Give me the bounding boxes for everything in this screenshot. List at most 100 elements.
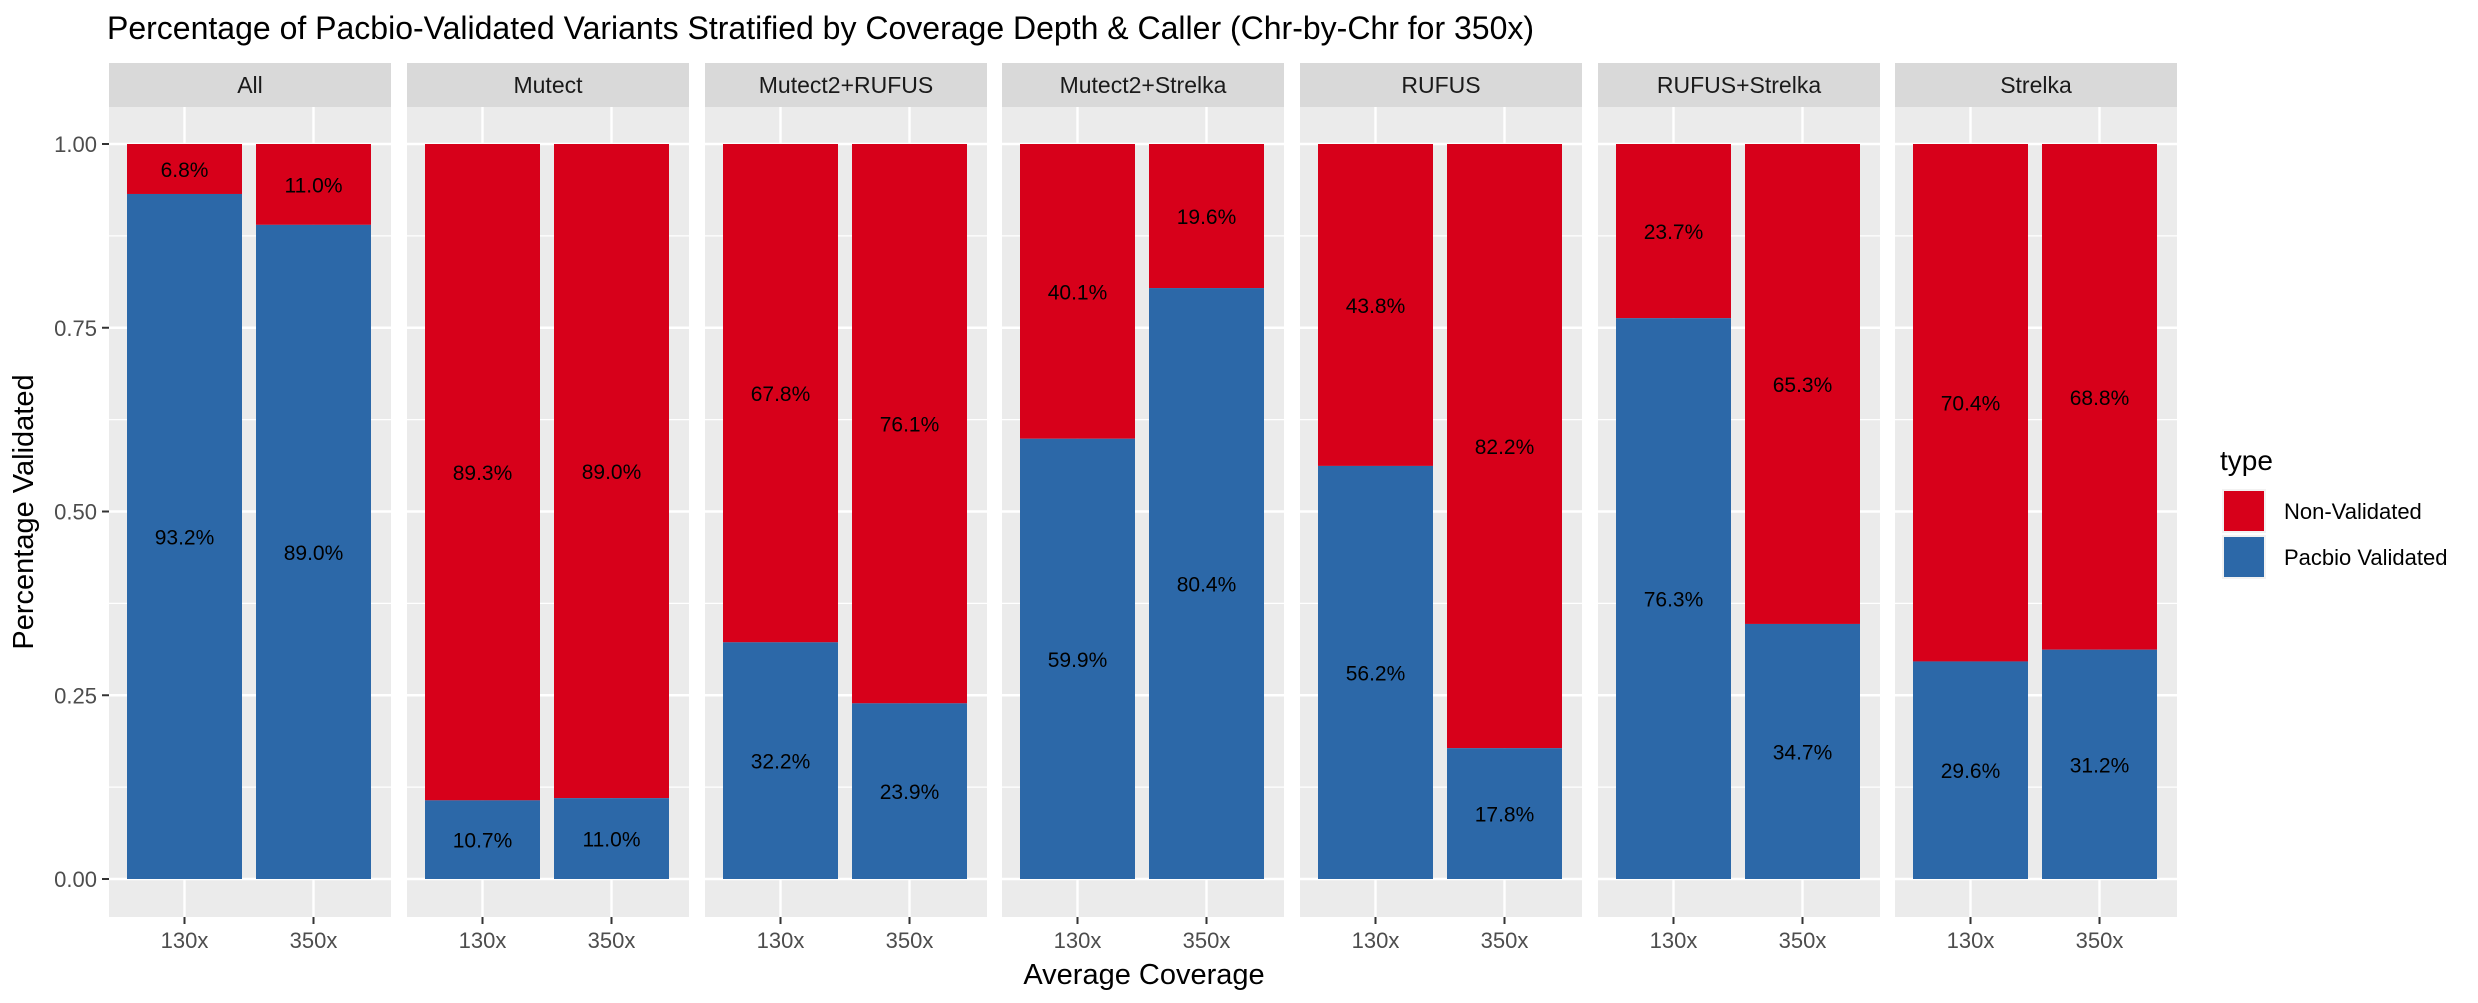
data-label-validated: 80.4%	[1177, 574, 1237, 597]
x-axis-label: Average Coverage	[1023, 959, 1264, 991]
bar-pacbio-validated	[127, 193, 242, 880]
data-label-validated: 29.6%	[1941, 760, 2001, 783]
facet-strip-label: RUFUS+Strelka	[1657, 72, 1821, 98]
x-tick-label: 350x	[886, 928, 934, 953]
data-label-validated: 59.9%	[1048, 649, 1108, 672]
facet-strip-label: RUFUS	[1401, 72, 1480, 98]
data-label-validated: 89.0%	[284, 542, 344, 565]
bar-non-validated	[1745, 144, 1860, 624]
bar-pacbio-validated	[1913, 661, 2028, 879]
y-tick-label: 0.00	[54, 867, 97, 892]
bar-pacbio-validated	[1020, 438, 1135, 879]
data-label-validated: 23.9%	[880, 781, 940, 804]
bar-non-validated	[554, 144, 669, 799]
y-tick-label: 1.00	[54, 132, 97, 157]
facet-panels: All 6.8% 93.2% 130x 11.0% 89.0% 350x Mutect 89.3…	[109, 63, 2177, 953]
x-tick-label: 130x	[1947, 928, 1995, 953]
data-label-non-validated: 82.2%	[1475, 436, 1535, 459]
x-tick-label: 350x	[1779, 928, 1827, 953]
legend-swatch	[2224, 491, 2264, 531]
facet-rufus: RUFUS 43.8% 56.2% 130x 82.2% 17.8% 350x	[1300, 63, 1582, 953]
y-tick-label: 0.25	[54, 683, 97, 708]
facet-strip-label: All	[237, 72, 263, 98]
bar-non-validated	[1616, 144, 1731, 319]
bar-pacbio-validated	[1745, 623, 1860, 879]
bar-non-validated	[852, 144, 967, 704]
legend-title: type	[2220, 445, 2273, 476]
bar-non-validated	[425, 144, 540, 801]
x-tick-label: 350x	[2076, 928, 2124, 953]
chart-title: Percentage of Pacbio-Validated Variants …	[107, 10, 1534, 46]
facet-strip-label: Mutect	[513, 72, 583, 98]
bar-pacbio-validated	[554, 798, 669, 879]
facet-strelka: Strelka 70.4% 29.6% 130x 68.8% 31.2% 350x	[1895, 63, 2177, 953]
bar-non-validated	[723, 144, 838, 643]
data-label-validated: 56.2%	[1346, 662, 1406, 685]
data-label-non-validated: 6.8%	[161, 159, 209, 182]
data-label-validated: 93.2%	[155, 526, 215, 549]
data-label-non-validated: 67.8%	[751, 383, 811, 406]
x-tick-label: 130x	[161, 928, 209, 953]
legend: type Non-Validated Pacbio Validated	[2220, 445, 2448, 579]
data-label-non-validated: 23.7%	[1644, 221, 1704, 244]
x-tick-label: 350x	[1481, 928, 1529, 953]
data-label-non-validated: 40.1%	[1048, 281, 1108, 304]
y-tick-label: 0.50	[54, 500, 97, 525]
bar-pacbio-validated	[2042, 649, 2157, 879]
data-label-validated: 31.2%	[2070, 754, 2130, 777]
data-label-non-validated: 65.3%	[1773, 374, 1833, 397]
facet-mutect: Mutect 89.3% 10.7% 130x 89.0% 11.0% 350x	[407, 63, 689, 953]
data-label-non-validated: 68.8%	[2070, 387, 2130, 410]
x-tick-label: 350x	[290, 928, 338, 953]
data-label-validated: 32.2%	[751, 751, 811, 774]
bar-pacbio-validated	[1616, 318, 1731, 879]
bar-non-validated	[2042, 144, 2157, 650]
data-label-non-validated: 70.4%	[1941, 393, 2001, 416]
legend-entry-label: Non-Validated	[2284, 499, 2422, 524]
facet-mutect2-rufus: Mutect2+RUFUS 67.8% 32.2% 130x 76.1% 23.9% 350…	[705, 63, 987, 953]
bar-pacbio-validated	[256, 224, 371, 880]
x-tick-label: 350x	[1183, 928, 1231, 953]
x-tick-label: 350x	[588, 928, 636, 953]
x-tick-label: 130x	[1352, 928, 1400, 953]
data-label-validated: 34.7%	[1773, 741, 1833, 764]
x-tick-label: 130x	[1650, 928, 1698, 953]
bar-non-validated	[1149, 144, 1264, 289]
x-tick-label: 130x	[757, 928, 805, 953]
bar-pacbio-validated	[1149, 288, 1264, 879]
data-label-non-validated: 19.6%	[1177, 206, 1237, 229]
bar-non-validated	[127, 144, 242, 194]
bar-pacbio-validated	[1447, 748, 1562, 879]
data-label-non-validated: 43.8%	[1346, 295, 1406, 318]
data-label-non-validated: 11.0%	[285, 174, 343, 197]
facet-strip	[705, 63, 987, 107]
y-axis: 0.00 0.25 0.50 0.75 1.00	[54, 132, 109, 892]
facet-strip-label: Strelka	[2000, 72, 2072, 98]
facet-strip-label: Mutect2+RUFUS	[759, 72, 933, 98]
facet-strip	[1300, 63, 1582, 107]
bar-pacbio-validated	[852, 703, 967, 879]
facet-strip	[1598, 63, 1880, 107]
bar-non-validated	[1318, 144, 1433, 466]
bar-non-validated	[1447, 144, 1562, 749]
data-label-non-validated: 89.0%	[582, 461, 642, 484]
legend-entry-label: Pacbio Validated	[2284, 545, 2448, 570]
bar-non-validated	[1020, 144, 1135, 439]
bar-pacbio-validated	[1318, 465, 1433, 879]
facet-strip	[109, 63, 391, 107]
facet-rufus-strelka: RUFUS+Strelka 23.7% 76.3% 130x 65.3% 34.7% 350…	[1598, 63, 1880, 953]
data-label-non-validated: 89.3%	[453, 462, 513, 485]
y-tick-label: 0.75	[54, 316, 97, 341]
x-tick-label: 130x	[1054, 928, 1102, 953]
data-label-validated: 10.7%	[453, 830, 513, 853]
bar-non-validated	[256, 144, 371, 225]
bar-non-validated	[1913, 144, 2028, 662]
bar-pacbio-validated	[425, 800, 540, 879]
data-label-validated: 76.3%	[1644, 589, 1704, 612]
facet-mutect2-strelka: Mutect2+Strelka 40.1% 59.9% 130x 19.6% 80.4% 3…	[1002, 63, 1284, 953]
bar-pacbio-validated	[723, 642, 838, 879]
x-tick-label: 130x	[459, 928, 507, 953]
data-label-validated: 17.8%	[1475, 804, 1535, 827]
